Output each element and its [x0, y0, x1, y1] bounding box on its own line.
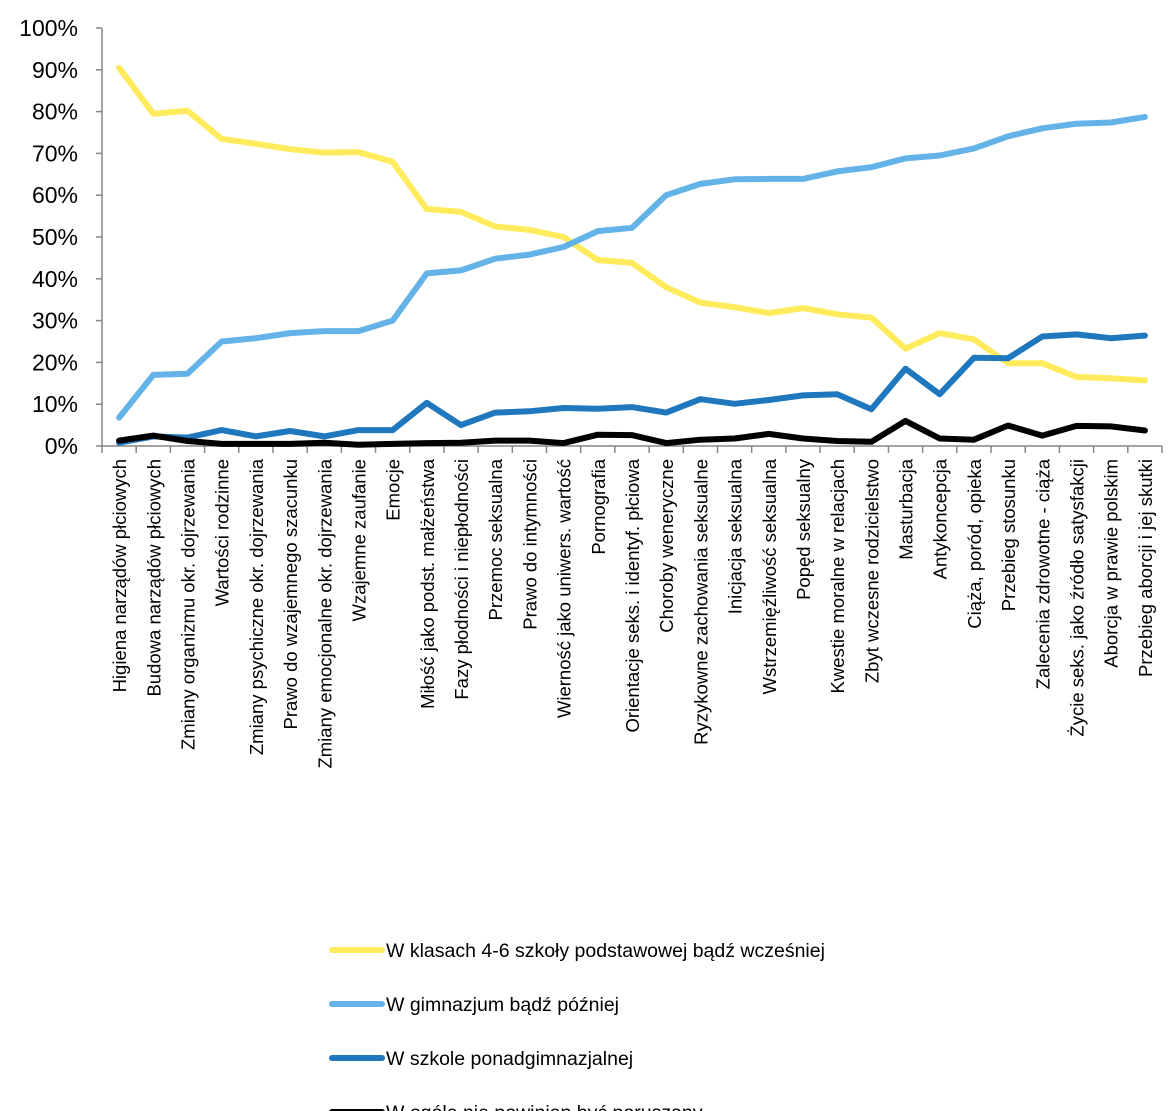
y-tick-label: 0% [45, 433, 78, 459]
x-tick-label: Fazy płodności i niepłodności [451, 459, 472, 700]
x-tick-label: Prawo do intymności [519, 459, 540, 630]
x-tick-label: Przebieg stosunku [998, 459, 1019, 611]
series-lines [116, 64, 1148, 448]
x-tick-label: Zbyt wczesne rodzicielstwo [861, 459, 882, 683]
x-tick-label: Masturbacja [896, 458, 917, 559]
x-tick-label: Wierność jako uniwers. wartość [554, 459, 575, 718]
y-tick-label: 40% [32, 266, 78, 292]
y-tick-label: 100% [19, 15, 78, 41]
x-axis-ticks: Higiena narządów płciowych Budowa narządó… [101, 446, 1163, 769]
series-line-1 [116, 64, 1148, 384]
x-tick-label: Wzajemne zaufanie [348, 459, 369, 621]
x-tick-label: Emocje [383, 459, 404, 521]
x-tick-label: Antykoncepcja [930, 458, 951, 579]
x-tick-label: Budowa narządów płciowych [143, 459, 164, 697]
x-tick-label: Ciąża, poród, opieka [964, 458, 985, 628]
legend-label-3: W szkole ponadgimnazjalnej [386, 1048, 633, 1070]
x-tick-label: Wartości rodzinne [212, 459, 233, 606]
y-tick-label: 10% [32, 391, 78, 417]
x-tick-label: Zmiany emocjonalne okr. dojrzewania [314, 458, 335, 768]
series-line-4 [116, 417, 1148, 448]
x-tick-label: Ryzykowne zachowania seksualne [690, 459, 711, 745]
series-line-3 [116, 331, 1148, 446]
y-tick-label: 50% [32, 224, 78, 250]
x-tick-label: Choroby weneryczne [656, 459, 677, 633]
y-tick-label: 20% [32, 349, 78, 375]
x-tick-label: Aborcja w prawie polskim [1101, 459, 1122, 668]
x-tick-label: Popęd seksualny [793, 458, 814, 600]
legend: W klasach 4-6 szkoły podstawowej bądź wc… [329, 940, 825, 1111]
x-tick-label: Miłość jako podst. małżeństwa [417, 458, 438, 709]
x-tick-label: Prawo do wzajemnego szacunku [280, 459, 301, 729]
x-tick-label: Higiena narządów płciowych [109, 459, 130, 692]
x-tick-label: Inicjacja seksualna [725, 458, 746, 614]
x-tick-label: Orientacje seks. i identyf. płciowa [622, 458, 643, 732]
x-tick-label: Wstrzemięźliwość seksualna [759, 458, 780, 694]
y-tick-label: 30% [32, 308, 78, 334]
axes [101, 28, 1162, 447]
x-tick-label: Życie seks. jako źródło satysfakcji [1067, 459, 1088, 737]
x-tick-label: Pornografia [588, 458, 609, 554]
x-tick-label: Przebieg aborcji i jej skutki [1135, 459, 1156, 677]
y-tick-label: 60% [32, 182, 78, 208]
x-tick-label: Zmiany psychiczne okr. dojrzewania [246, 458, 267, 755]
x-tick-label: Kwestie moralne w relacjach [827, 459, 848, 693]
x-tick-label: Zalecenia zdrowotne - ciąża [1032, 458, 1053, 689]
legend-label-2: W gimnazjum bądź później [386, 994, 619, 1016]
y-tick-label: 90% [32, 57, 78, 83]
x-tick-label: Zmiany organizmu okr. dojrzewania [177, 458, 198, 750]
x-tick-label: Przemoc seksualna [485, 458, 506, 620]
legend-label-1: W klasach 4-6 szkoły podstawowej bądź wc… [386, 940, 825, 962]
legend-label-4: W ogóle nie powinien być poruszany [386, 1102, 703, 1111]
series-line-2 [116, 114, 1148, 421]
y-axis-ticks: 0% 10% 20% 30% 40% 50% 60% 70% 80% 90% 100% [19, 15, 102, 459]
y-tick-label: 80% [32, 99, 78, 125]
y-tick-label: 70% [32, 140, 78, 166]
